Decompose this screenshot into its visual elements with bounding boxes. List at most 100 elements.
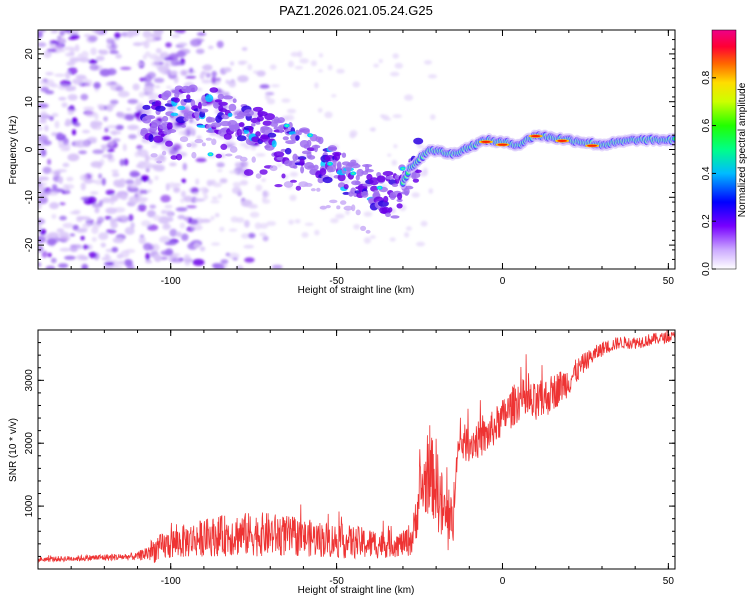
heatmap-blob	[316, 187, 321, 192]
heatmap-blob	[142, 54, 148, 60]
heatmap-blob	[88, 251, 97, 259]
heatmap-blob	[295, 135, 300, 141]
heatmap-blob	[175, 207, 188, 212]
heatmap-cells	[38, 30, 675, 269]
heatmap-blob	[220, 259, 229, 264]
heatmap-blob	[203, 72, 208, 75]
heatmap-blob	[342, 191, 350, 195]
y-tick-label: 20	[24, 48, 35, 60]
heatmap-blob	[136, 62, 144, 66]
heatmap-blob	[174, 30, 186, 34]
heatmap-blob	[44, 124, 49, 132]
heatmap-blob	[271, 264, 283, 269]
heatmap-blob	[154, 100, 162, 107]
x-tick-label: -50	[329, 276, 344, 287]
heatmap-blob	[362, 183, 372, 187]
heatmap-blob	[365, 229, 371, 234]
heatmap-blob	[247, 63, 253, 71]
heatmap-blob	[307, 155, 316, 160]
heatmap-blob	[363, 237, 371, 244]
heatmap-blob	[169, 70, 178, 76]
heatmap-blob	[106, 38, 112, 46]
heatmap-blob	[142, 104, 151, 110]
heatmap-blob	[212, 182, 222, 188]
heatmap-blob	[110, 40, 116, 48]
heatmap-blob	[273, 151, 285, 158]
heatmap-blob	[82, 142, 91, 148]
heatmap-blob	[51, 112, 59, 118]
heatmap-blob	[184, 215, 189, 222]
heatmap-blob	[214, 99, 223, 103]
heatmap-blob	[211, 196, 218, 200]
colorbar-tick-label: 0.4	[701, 166, 712, 180]
heatmap-blob	[199, 246, 206, 252]
heatmap-blob	[322, 176, 333, 184]
heatmap-blob	[264, 94, 271, 100]
heatmap-blob	[404, 185, 414, 190]
heatmap-blob	[238, 122, 245, 128]
heatmap-blob	[201, 79, 212, 84]
spectrogram-axes: -100 -50 0 50 20 10 0 -10 -20	[24, 29, 675, 287]
heatmap-hotspot	[480, 140, 491, 143]
ridge-signal	[140, 84, 424, 234]
heatmap-blob	[262, 196, 267, 202]
heatmap-blob	[38, 184, 45, 192]
heatmap-blob	[175, 153, 183, 161]
heatmap-blob	[256, 70, 266, 77]
heatmap-blob	[220, 143, 228, 150]
heatmap-blob	[54, 45, 64, 51]
heatmap-blob	[227, 252, 240, 260]
heatmap-blob	[143, 242, 152, 251]
heatmap-blob	[103, 116, 108, 122]
heatmap-blob	[147, 210, 156, 218]
heatmap-blob	[38, 235, 46, 244]
heatmap-blob	[183, 98, 194, 103]
heatmap-blob	[306, 139, 312, 147]
heatmap-blob	[243, 169, 254, 176]
heatmap-blob	[243, 244, 255, 249]
heatmap-blob	[162, 127, 168, 131]
heatmap-blob	[38, 42, 47, 48]
heatmap-blob	[111, 265, 124, 269]
heatmap-blob	[173, 97, 180, 103]
heatmap-blob	[234, 162, 241, 168]
heatmap-blob	[317, 107, 323, 113]
spectrogram-x-label: Height of straight line (km)	[298, 285, 415, 296]
heatmap-blob	[310, 188, 316, 192]
heatmap-blob	[241, 233, 250, 239]
heatmap-blob	[223, 133, 232, 140]
heatmap-blob	[189, 142, 198, 148]
heatmap-blob	[199, 72, 205, 80]
heatmap-blob	[116, 253, 123, 259]
heatmap-blob	[195, 157, 207, 163]
heatmap-blob	[387, 153, 392, 157]
heatmap-blob	[39, 228, 47, 236]
heatmap-blob	[360, 225, 367, 231]
heatmap-blob	[259, 223, 269, 229]
snr-frame	[37, 329, 676, 570]
heatmap-blob	[356, 168, 364, 177]
heatmap-blob	[151, 144, 158, 149]
heatmap-blob	[203, 194, 209, 200]
heatmap-blob	[62, 162, 70, 168]
heatmap-blob	[251, 123, 256, 127]
heatmap-blob	[101, 257, 109, 261]
heatmap-hotspot	[557, 139, 568, 142]
heatmap-blob	[115, 53, 122, 59]
heatmap-blob	[113, 179, 122, 187]
heatmap-blob	[100, 242, 107, 248]
heatmap-blob	[42, 166, 52, 174]
heatmap-blob	[101, 177, 106, 186]
heatmap-blob	[179, 136, 189, 143]
heatmap-blob	[269, 165, 278, 172]
y-tick-label: 2000	[24, 432, 35, 455]
heatmap-blob	[392, 53, 400, 59]
heatmap-blob	[213, 263, 225, 269]
heatmap-blob	[143, 162, 153, 169]
heatmap-blob	[155, 105, 166, 112]
x-tick-label: 0	[500, 576, 506, 587]
heatmap-blob	[143, 40, 150, 49]
heatmap-blob	[67, 94, 78, 101]
heatmap-blob	[71, 129, 77, 136]
heatmap-blob	[80, 174, 88, 181]
